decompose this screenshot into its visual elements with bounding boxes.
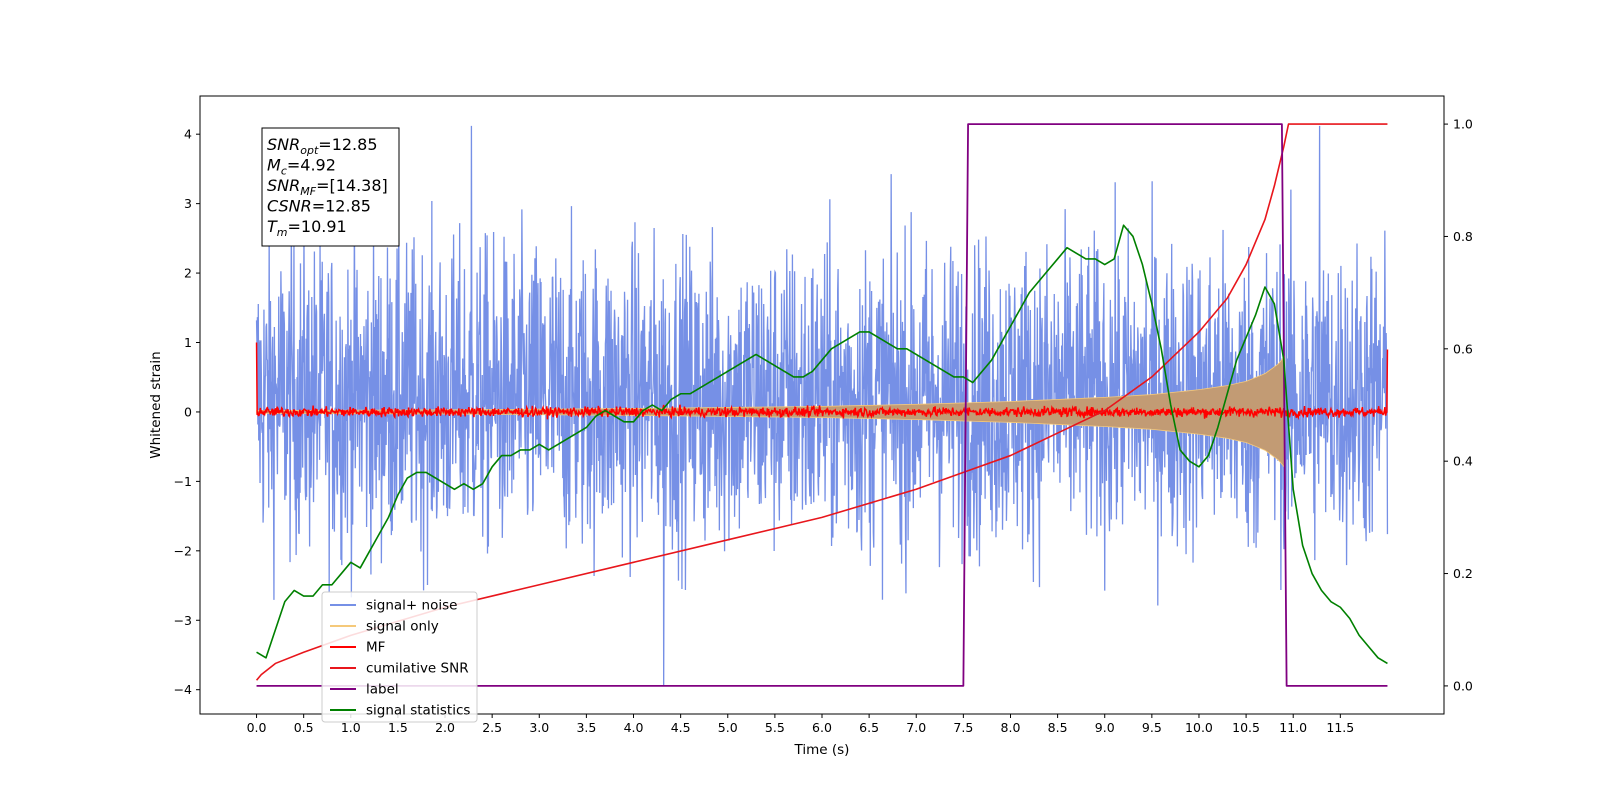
y2-tick-label: 1.0: [1453, 117, 1473, 132]
y-tick-label: −2: [174, 543, 192, 558]
legend-entry-label: label: [366, 682, 399, 698]
legend-frame: [321, 591, 478, 723]
parameter-annotation-box: SNRopt=12.85Mc=4.92SNRMF=[14.38]CSNR=12.…: [261, 127, 400, 247]
x-tick-label: 3.5: [576, 720, 596, 735]
y-tick-label: 2: [184, 266, 192, 281]
series-label-line: [256, 123, 1388, 687]
x-tick-label: 11.5: [1326, 720, 1354, 735]
x-axis-label: Time (s): [794, 742, 850, 758]
x-tick-label: 11.0: [1279, 720, 1307, 735]
y-tick-label: 0: [184, 404, 192, 419]
x-tick-label: 3.0: [529, 720, 549, 735]
y-axis-left: −4 −3 −2 −1 0 1 2 3 4: [174, 127, 200, 697]
series-mf-line: [255, 342, 1389, 421]
y2-tick-label: 0.8: [1453, 229, 1473, 244]
y-tick-label: 4: [184, 127, 192, 142]
x-tick-label: 2.0: [435, 720, 455, 735]
y-tick-label: −4: [174, 682, 192, 697]
x-tick-label: 5.0: [718, 720, 738, 735]
legend: signal+ noise signal only MF cumilative SNR…: [321, 591, 478, 723]
y2-tick-label: 0.6: [1453, 341, 1473, 356]
x-tick-label: 0.5: [294, 720, 314, 735]
y2-tick-label: 0.0: [1453, 678, 1473, 693]
x-tick-label: 7.0: [906, 720, 926, 735]
annotation-line: SNRopt=12.85: [267, 135, 378, 157]
legend-entry-label: MF: [366, 640, 385, 656]
y-axis-label: Whitened strain: [148, 351, 164, 458]
x-tick-label: 0.0: [247, 720, 267, 735]
x-tick-label: 1.0: [341, 720, 361, 735]
y-tick-label: −3: [174, 613, 192, 628]
x-tick-label: 5.5: [765, 720, 785, 735]
x-tick-label: 4.0: [624, 720, 644, 735]
x-tick-label: 6.5: [859, 720, 879, 735]
x-tick-label: 6.0: [812, 720, 832, 735]
x-tick-label: 9.0: [1095, 720, 1115, 735]
annotation-box-frame: [261, 127, 400, 247]
x-tick-label: 7.5: [953, 720, 973, 735]
x-tick-label: 9.5: [1142, 720, 1162, 735]
x-tick-label: 10.5: [1232, 720, 1260, 735]
x-axis: 0.0 0.5 1.0 1.5 2.0 2.5 3.0 3.5 4.0 4.5 5.0 5.5 6.0 6…: [247, 714, 1354, 735]
x-tick-label: 2.5: [482, 720, 502, 735]
annotation-line: Mc=4.92: [267, 156, 336, 178]
x-tick-label: 8.5: [1048, 720, 1068, 735]
legend-entry-label: signal+ noise: [366, 598, 457, 614]
annotation-line: SNRMF=[14.38]: [267, 176, 388, 198]
annotation-line: Tm=10.91: [267, 217, 347, 239]
x-tick-label: 1.5: [388, 720, 408, 735]
y-tick-label: 3: [184, 196, 192, 211]
x-tick-label: 8.0: [1001, 720, 1021, 735]
y2-tick-label: 0.2: [1453, 566, 1473, 581]
legend-entry-label: signal statistics: [366, 703, 470, 719]
legend-entry-label: cumilative SNR: [366, 661, 469, 677]
y-axis-right: 0.0 0.2 0.4 0.6 0.8 1.0: [1444, 117, 1473, 693]
y-tick-label: 1: [184, 335, 192, 350]
x-tick-label: 4.5: [671, 720, 691, 735]
x-tick-label: 10.0: [1185, 720, 1213, 735]
annotation-line: CSNR=12.85: [267, 197, 371, 216]
legend-entry-label: signal only: [366, 619, 439, 635]
plot-area: [255, 123, 1389, 687]
series-signal-statistics-line: [256, 224, 1388, 665]
y2-tick-label: 0.4: [1453, 454, 1473, 469]
y-tick-label: −1: [174, 474, 192, 489]
